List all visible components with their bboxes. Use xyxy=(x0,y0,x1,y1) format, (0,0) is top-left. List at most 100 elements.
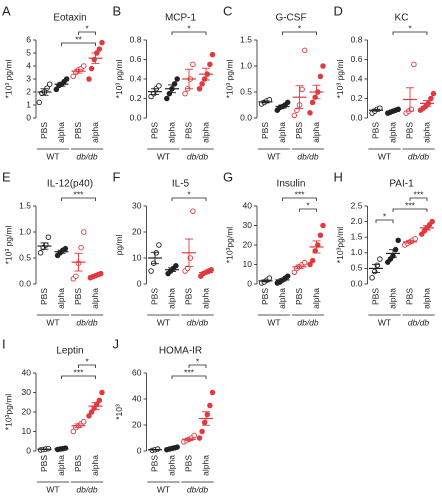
y-tick-label: 20 xyxy=(132,419,142,429)
significance-bracket xyxy=(409,197,428,201)
y-axis-label: *10³ pg/ml xyxy=(3,226,13,265)
y-tick-label: 40 xyxy=(243,200,253,210)
significance-label: * xyxy=(196,356,200,366)
y-tick-label: 20 xyxy=(243,239,253,249)
y-axis-label: *10³ xyxy=(114,404,124,420)
data-point xyxy=(429,218,435,225)
y-tick-label: 10 xyxy=(132,252,142,262)
error-bar xyxy=(168,267,176,272)
panel-title: IL-5 xyxy=(172,179,190,190)
error-bar xyxy=(406,87,414,112)
data-point xyxy=(320,63,326,69)
data-point xyxy=(291,269,298,276)
panel-letter: F xyxy=(113,169,121,184)
y-tick-label: 4 xyxy=(26,60,31,70)
x-tick-label: alpha xyxy=(311,288,321,309)
error-bar xyxy=(261,100,270,104)
data-point xyxy=(36,99,43,106)
x-tick-label: alpha xyxy=(421,122,431,143)
condition-label: WT xyxy=(378,151,391,161)
error-bar xyxy=(389,249,397,258)
error-bar xyxy=(406,240,414,244)
significance-bracket xyxy=(61,197,96,201)
error-bar xyxy=(57,249,66,254)
y-tick-label: 0.4 xyxy=(351,73,363,83)
condition-label: WT xyxy=(267,151,280,161)
x-tick-label: alpha xyxy=(200,122,210,143)
data-point xyxy=(96,397,103,404)
panel: B MCP-1 *10³ pg/ml 0.0 0.2 0.4 0.6 0.8 PBS alpha P… xyxy=(113,3,216,161)
data-point xyxy=(86,413,92,419)
x-tick-label: alpha xyxy=(166,455,176,476)
data-point xyxy=(291,112,298,119)
significance-bracket xyxy=(171,31,207,35)
y-tick-label: 0 xyxy=(26,112,31,122)
significance-label: * xyxy=(306,200,310,210)
x-tick-label: alpha xyxy=(311,122,321,143)
error-bar xyxy=(295,85,304,110)
condition-label: db/db xyxy=(408,317,430,327)
significance-bracket xyxy=(78,364,96,368)
y-tick-label: 0.4 xyxy=(130,73,142,83)
x-tick-label: alpha xyxy=(56,455,66,476)
data-point xyxy=(430,90,437,97)
condition-label: db/db xyxy=(187,151,209,161)
y-tick-label: 0.5 xyxy=(240,86,252,96)
x-tick-label: alpha xyxy=(200,288,210,309)
x-tick-label: alpha xyxy=(200,455,210,476)
error-bar xyxy=(202,411,210,426)
panel-letter: A xyxy=(2,3,11,18)
data-point xyxy=(96,46,103,52)
panel-letter: C xyxy=(223,3,232,18)
panel-letter: J xyxy=(113,336,120,351)
y-tick-label: 1.5 xyxy=(351,231,363,241)
significance-bracket xyxy=(171,197,207,201)
condition-label: db/db xyxy=(297,317,319,327)
condition-label: WT xyxy=(46,484,59,494)
x-tick-label: alpha xyxy=(56,122,66,143)
panel-title: Eotaxin xyxy=(53,13,86,24)
error-bar xyxy=(185,437,193,441)
x-tick-label: alpha xyxy=(90,455,100,476)
data-point xyxy=(164,95,170,102)
data-point xyxy=(190,208,196,214)
y-tick-label: 0.8 xyxy=(351,34,363,44)
y-tick-label: 1.5 xyxy=(19,200,31,210)
y-axis-label: *10³ pg/ml xyxy=(114,60,124,99)
error-bar xyxy=(91,52,100,64)
error-bar xyxy=(91,402,100,411)
y-tick-label: 0.0 xyxy=(19,278,31,288)
x-tick-label: alpha xyxy=(90,288,100,309)
significance-bracket xyxy=(171,375,207,379)
data-point xyxy=(37,250,44,256)
y-tick-label: 0.2 xyxy=(130,93,142,103)
significance-label: * xyxy=(187,189,191,199)
x-tick-label: PBS xyxy=(294,122,304,139)
x-tick-label: alpha xyxy=(421,288,431,309)
y-tick-label: 60 xyxy=(132,367,142,377)
data-point xyxy=(44,85,50,91)
x-tick-label: PBS xyxy=(260,122,270,139)
panel-title: Insulin xyxy=(277,179,306,190)
data-point xyxy=(171,81,178,87)
y-axis-label: *10³ pg/ml xyxy=(3,60,13,99)
significance-label: *** xyxy=(184,367,195,377)
significance-label: * xyxy=(85,356,89,366)
error-bar xyxy=(91,274,100,278)
condition-label: db/db xyxy=(408,151,430,161)
error-bar xyxy=(423,225,431,231)
x-tick-label: alpha xyxy=(90,122,100,143)
x-tick-label: PBS xyxy=(39,455,49,472)
y-tick-label: 30 xyxy=(22,387,32,397)
significance-bracket xyxy=(282,197,317,201)
y-tick-label: 30 xyxy=(243,220,253,230)
data-point xyxy=(63,76,70,82)
significance-label: * xyxy=(187,23,191,33)
error-bar xyxy=(57,448,66,450)
x-tick-label: PBS xyxy=(404,122,414,139)
x-tick-label: PBS xyxy=(149,455,159,472)
y-axis-label: *10³ pg/ml xyxy=(335,60,345,99)
x-tick-label: alpha xyxy=(56,288,66,309)
condition-label: db/db xyxy=(76,484,98,494)
